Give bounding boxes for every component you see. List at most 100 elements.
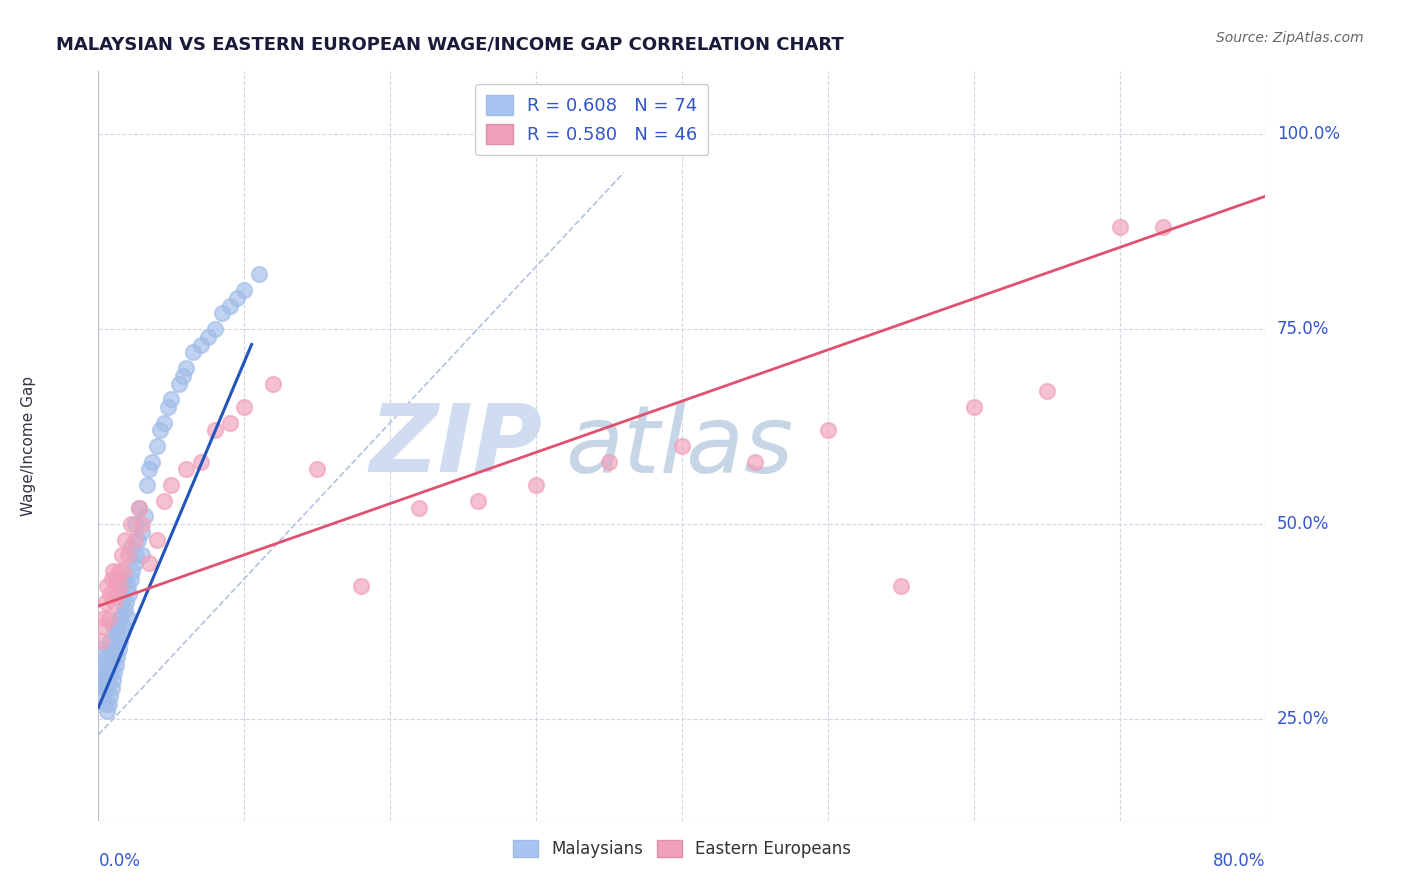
Point — [160, 478, 183, 492]
Point — [96, 657, 118, 672]
Point — [103, 665, 125, 680]
Text: 75.0%: 75.0% — [1277, 320, 1330, 338]
Point — [174, 361, 197, 376]
Point — [105, 587, 128, 601]
Point — [94, 673, 117, 688]
Point — [128, 501, 150, 516]
Point — [115, 595, 138, 609]
Text: Wage/Income Gap: Wage/Income Gap — [21, 376, 37, 516]
Text: MALAYSIAN VS EASTERN EUROPEAN WAGE/INCOME GAP CORRELATION CHART: MALAYSIAN VS EASTERN EUROPEAN WAGE/INCOM… — [56, 36, 844, 54]
Point — [117, 580, 139, 594]
Point — [114, 572, 136, 586]
Point — [172, 368, 194, 383]
Point — [233, 400, 256, 414]
Point — [167, 376, 190, 391]
Point — [96, 681, 118, 695]
Point — [97, 611, 120, 625]
Legend: Malaysians, Eastern Europeans: Malaysians, Eastern Europeans — [506, 833, 858, 864]
Point — [91, 673, 114, 688]
Point — [307, 462, 329, 476]
Point — [111, 595, 134, 609]
Point — [110, 580, 132, 594]
Point — [125, 548, 148, 563]
Point — [226, 291, 249, 305]
Point — [744, 455, 766, 469]
Point — [110, 580, 132, 594]
Point — [1035, 384, 1057, 399]
Point — [100, 681, 122, 695]
Point — [112, 618, 135, 632]
Point — [91, 689, 114, 703]
Point — [160, 392, 183, 407]
Point — [890, 580, 912, 594]
Point — [598, 455, 620, 469]
Point — [138, 556, 160, 570]
Point — [190, 455, 212, 469]
Point — [134, 509, 156, 524]
Point — [112, 564, 135, 578]
Point — [120, 572, 142, 586]
Point — [204, 424, 226, 438]
Point — [89, 642, 111, 657]
Point — [96, 705, 118, 719]
Point — [141, 455, 163, 469]
Point — [197, 330, 219, 344]
Text: atlas: atlas — [565, 401, 793, 491]
Point — [408, 501, 430, 516]
Point — [97, 673, 120, 688]
Point — [131, 524, 153, 539]
Point — [121, 564, 143, 578]
Point — [131, 517, 153, 532]
Point — [190, 337, 212, 351]
Point — [90, 634, 112, 648]
Point — [153, 493, 176, 508]
Point — [233, 283, 256, 297]
Point — [131, 548, 153, 563]
Point — [128, 501, 150, 516]
Point — [247, 268, 270, 282]
Point — [153, 416, 176, 430]
Point — [94, 697, 117, 711]
Point — [103, 634, 125, 648]
Text: ZIP: ZIP — [368, 400, 541, 492]
Point — [138, 462, 160, 476]
Point — [1152, 220, 1174, 235]
Point — [118, 587, 141, 601]
Point — [105, 618, 128, 632]
Point — [103, 595, 125, 609]
Point — [104, 657, 127, 672]
Point — [97, 697, 120, 711]
Point — [98, 689, 121, 703]
Point — [93, 665, 115, 680]
Text: 100.0%: 100.0% — [1277, 125, 1340, 143]
Point — [350, 580, 373, 594]
Text: Source: ZipAtlas.com: Source: ZipAtlas.com — [1216, 31, 1364, 45]
Point — [135, 478, 157, 492]
Text: 25.0%: 25.0% — [1277, 710, 1330, 728]
Point — [114, 533, 136, 547]
Point — [524, 478, 547, 492]
Text: 0.0%: 0.0% — [98, 852, 141, 870]
Point — [90, 657, 112, 672]
Point — [96, 580, 118, 594]
Point — [120, 517, 142, 532]
Point — [1108, 220, 1130, 235]
Point — [111, 626, 134, 640]
Point — [105, 649, 128, 664]
Point — [94, 595, 117, 609]
Point — [101, 649, 124, 664]
Point — [98, 665, 121, 680]
Point — [108, 611, 131, 625]
Point — [211, 306, 233, 320]
Point — [98, 587, 121, 601]
Point — [114, 603, 136, 617]
Point — [91, 618, 114, 632]
Point — [97, 642, 120, 657]
Point — [124, 517, 146, 532]
Point — [204, 322, 226, 336]
Point — [127, 533, 149, 547]
Point — [218, 298, 240, 313]
Point — [100, 572, 122, 586]
Point — [108, 564, 131, 578]
Point — [110, 634, 132, 648]
